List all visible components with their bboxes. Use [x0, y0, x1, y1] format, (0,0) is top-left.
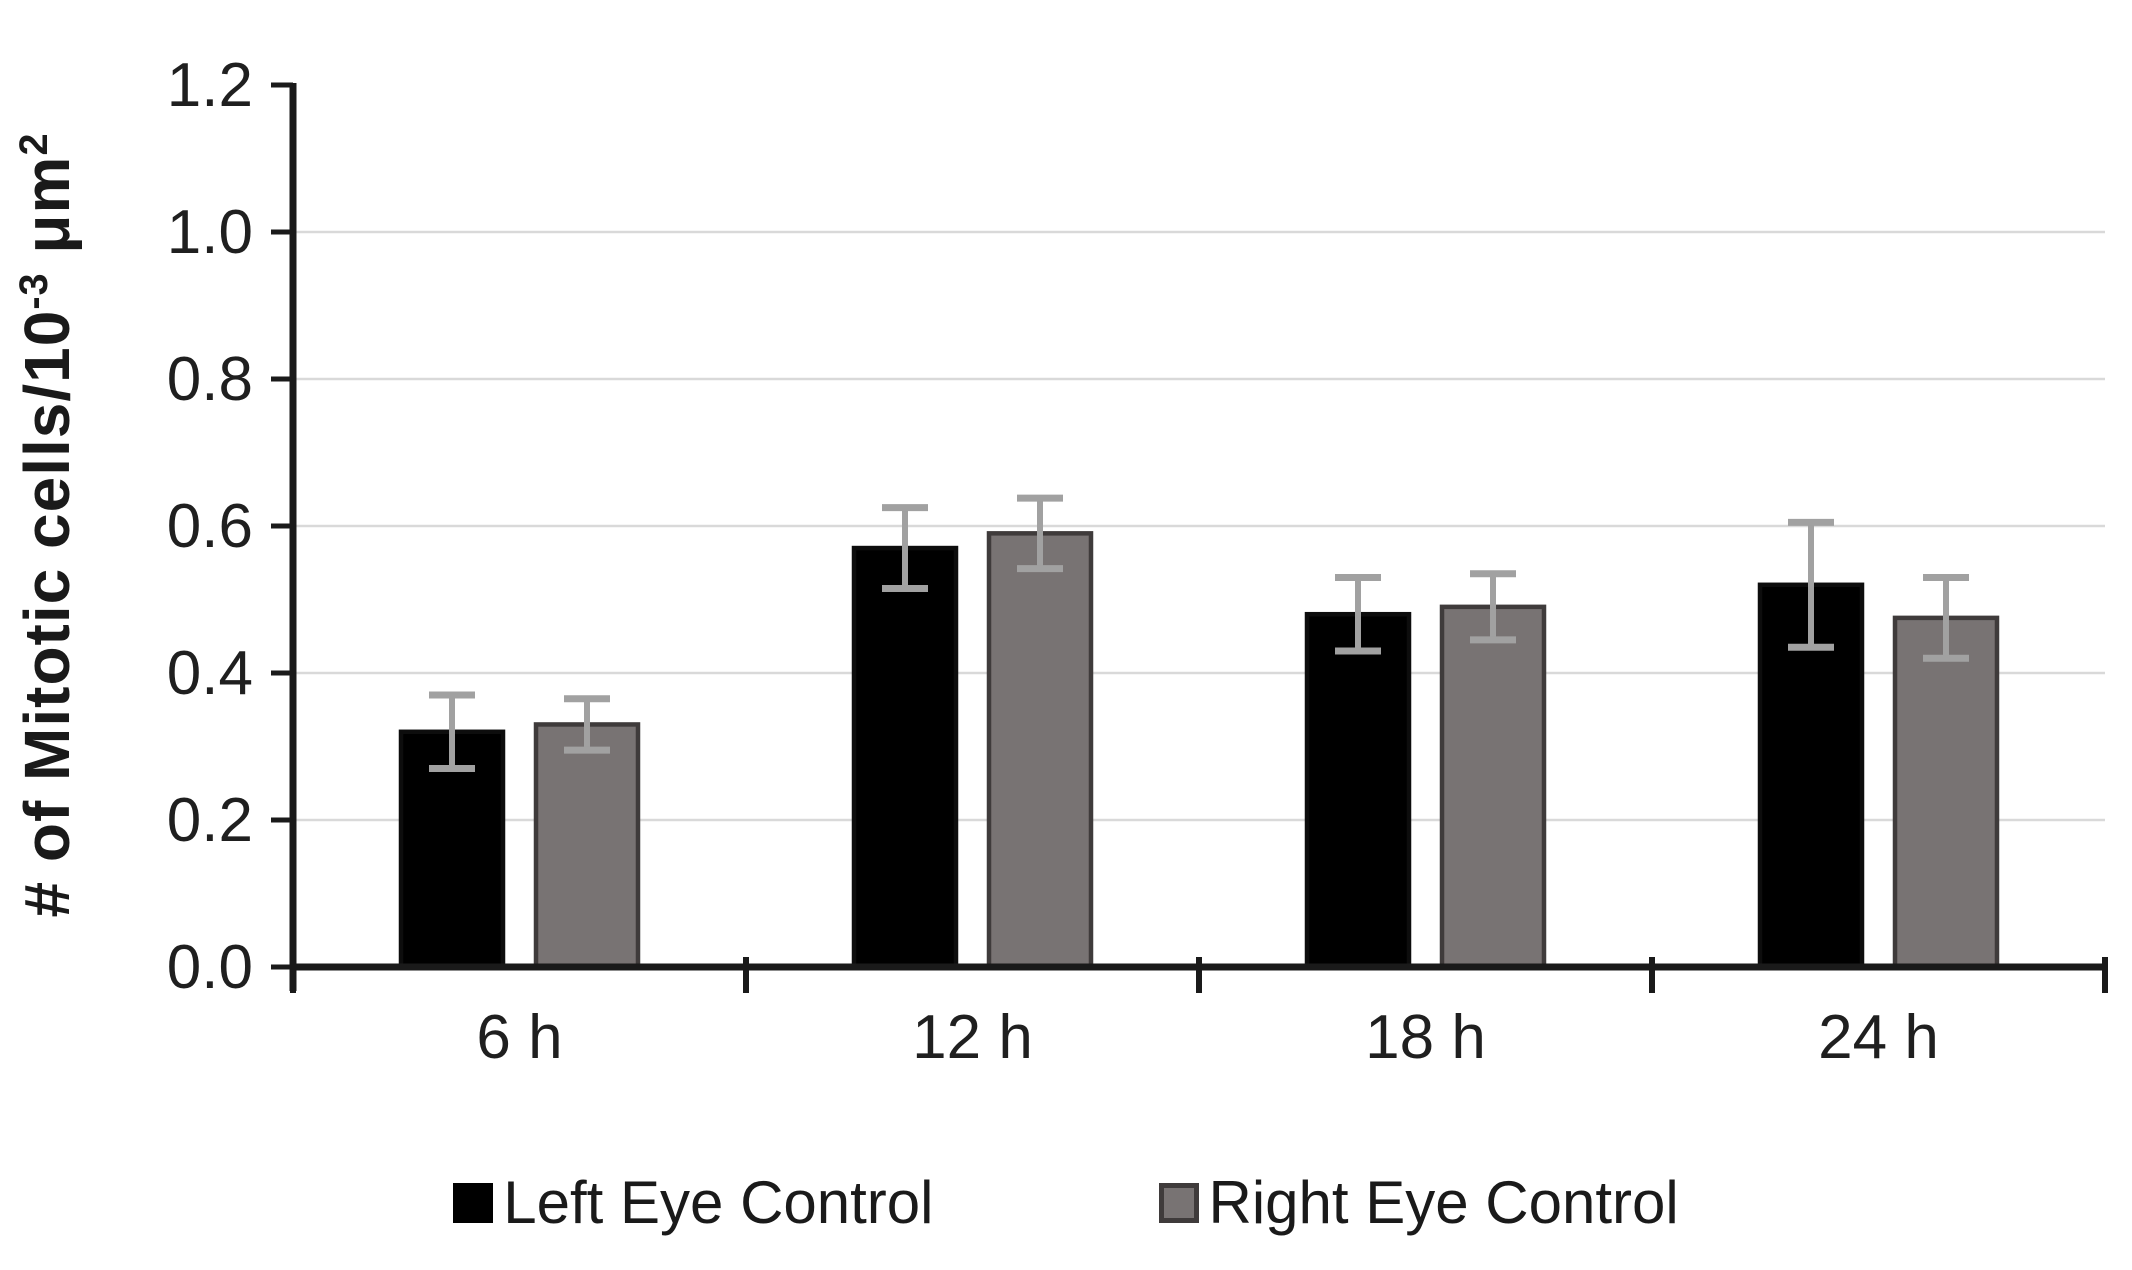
y-axis-title-text: # of Mitotic cells/10	[11, 309, 83, 918]
legend-label-left-eye-control: Left Eye Control	[503, 1169, 934, 1236]
chart-legend: Left Eye Control Right Eye Control	[0, 1168, 2132, 1237]
y-axis-title: # of Mitotic cells/10-3 μm2	[10, 132, 84, 917]
bar-right-eye-control-6-h	[533, 722, 641, 970]
x-tick-label-18-h: 18 h	[1365, 1003, 1486, 1072]
x-tick-label-24-h: 24 h	[1818, 1003, 1939, 1072]
legend-swatch-left-eye-control	[453, 1182, 494, 1223]
y-axis-title-superscript: -3	[12, 272, 57, 310]
y-tick-label-0.2: 0.2	[167, 786, 253, 855]
bar-left-eye-control-12-h	[851, 545, 959, 970]
bar-right-eye-control-12-h	[986, 531, 1094, 970]
x-tick-label-12-h: 12 h	[912, 1003, 1033, 1072]
y-tick-label-0.8: 0.8	[167, 345, 253, 414]
legend-item-left-eye-control: Left Eye Control	[453, 1168, 934, 1237]
legend-item-right-eye-control: Right Eye Control	[1158, 1168, 1679, 1237]
bar-right-eye-control-24-h	[1892, 615, 2000, 970]
y-tick-label-1.2: 1.2	[167, 51, 253, 120]
bar-left-eye-control-18-h	[1304, 611, 1412, 970]
y-tick-label-0.4: 0.4	[167, 639, 253, 708]
legend-label-right-eye-control: Right Eye Control	[1208, 1169, 1679, 1236]
y-tick-label-1.0: 1.0	[167, 198, 253, 267]
x-tick-label-6-h: 6 h	[476, 1003, 562, 1072]
y-tick-label-0.0: 0.0	[167, 933, 253, 1002]
y-axis-title-unit-superscript: 2	[12, 132, 57, 156]
y-axis-title-unit: μm	[11, 155, 83, 273]
bar-right-eye-control-18-h	[1439, 604, 1547, 970]
y-tick-label-0.6: 0.6	[167, 492, 253, 561]
legend-swatch-right-eye-control	[1158, 1182, 1199, 1223]
